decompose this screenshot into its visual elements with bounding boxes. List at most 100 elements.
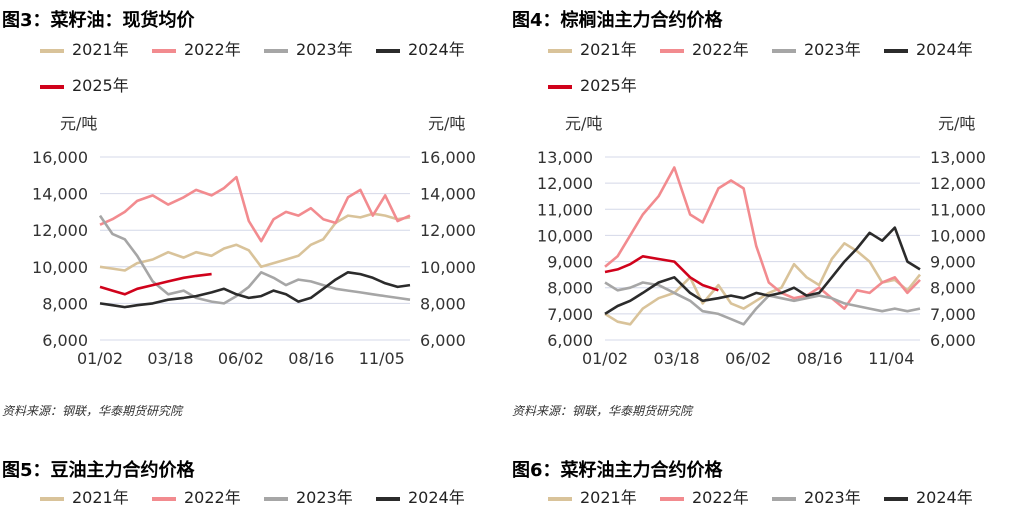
- fig3-chart: 元/吨 元/吨 6,000 6,000 8,000 8,000 10,000 10,000 12…: [32, 114, 476, 368]
- x-tick-label: 08/16: [797, 349, 843, 368]
- fig6-legend: 2021年 2022年 2023年 2024年: [548, 484, 1018, 507]
- y-tick-label-left: 7,000: [547, 305, 593, 324]
- x-tick-label: 11/04: [868, 349, 914, 368]
- legend-label: 2025年: [72, 76, 129, 95]
- series-line-2024年: [99, 271, 411, 309]
- legend-label: 2022年: [184, 40, 241, 59]
- fig3-source: 资料来源：钢联，华泰期货研究院: [2, 404, 183, 418]
- y-tick-label-right: 11,000: [930, 200, 986, 219]
- fig5-legend-2021: 2021年: [40, 484, 129, 508]
- fig3-legend-2023: 2023年: [264, 36, 353, 60]
- legend-swatch: [772, 496, 796, 501]
- legend-swatch: [660, 48, 684, 53]
- legend-swatch: [548, 84, 572, 89]
- series-line-2021年: [604, 242, 922, 326]
- fig3-legend-2021: 2021年: [40, 36, 129, 60]
- legend-swatch: [40, 48, 64, 53]
- fig5-legend-2023: 2023年: [264, 484, 353, 508]
- fig4-legend-2022: 2022年: [660, 36, 749, 60]
- x-tick-label: 01/02: [77, 349, 123, 368]
- x-tick-label: 06/02: [218, 349, 264, 368]
- fig3-title: 图3：菜籽油：现货均价: [2, 10, 195, 31]
- legend-label: 2021年: [72, 488, 129, 507]
- legend-swatch: [884, 48, 908, 53]
- y-tick-label-left: 6,000: [42, 331, 88, 350]
- legend-swatch: [152, 48, 176, 53]
- fig5-legend-2024: 2024年: [376, 484, 465, 508]
- legend-label: 2024年: [916, 40, 973, 59]
- y-tick-label-left: 12,000: [537, 174, 593, 193]
- y-tick-label-right: 9,000: [930, 253, 976, 272]
- fig3-legend: 2021年 2022年 2023年 2024年 2025年: [40, 36, 520, 96]
- legend-label: 2021年: [580, 488, 637, 507]
- legend-label: 2022年: [692, 40, 749, 59]
- legend-label: 2024年: [408, 40, 465, 59]
- legend-label: 2024年: [408, 488, 465, 507]
- y-axis-unit-left: 元/吨: [565, 114, 602, 133]
- y-tick-label-left: 12,000: [32, 221, 88, 240]
- fig6-title: 图6：菜籽油主力合约价格: [512, 460, 723, 481]
- y-tick-label-left: 11,000: [537, 200, 593, 219]
- legend-label: 2021年: [580, 40, 637, 59]
- y-tick-label-left: 16,000: [32, 148, 88, 167]
- legend-swatch: [40, 84, 64, 89]
- fig4-legend-2024: 2024年: [884, 36, 973, 60]
- x-tick-label: 06/02: [725, 349, 771, 368]
- series-line-2025年: [604, 255, 719, 292]
- fig6-legend-2023: 2023年: [772, 484, 861, 508]
- y-tick-label-right: 16,000: [420, 148, 476, 167]
- fig4-legend-2023: 2023年: [772, 36, 861, 60]
- series-line-2024年: [604, 226, 921, 316]
- y-tick-label-left: 8,000: [547, 279, 593, 298]
- legend-swatch: [40, 496, 64, 501]
- x-tick-label: 01/02: [582, 349, 628, 368]
- legend-label: 2023年: [296, 488, 353, 507]
- fig4-legend-2021: 2021年: [548, 36, 637, 60]
- legend-swatch: [660, 496, 684, 501]
- legend-swatch: [376, 48, 400, 53]
- legend-swatch: [264, 48, 288, 53]
- y-tick-label-left: 10,000: [537, 226, 593, 245]
- series-line-2022年: [99, 175, 411, 243]
- fig6-legend-2022: 2022年: [660, 484, 749, 508]
- legend-swatch: [152, 496, 176, 501]
- legend-label: 2023年: [804, 40, 861, 59]
- fig5-legend: 2021年 2022年 2023年 2024年: [40, 484, 520, 507]
- fig3-legend-2025: 2025年: [40, 72, 129, 96]
- y-tick-label-left: 6,000: [547, 331, 593, 350]
- fig4-title: 图4：棕榈油主力合约价格: [512, 10, 723, 31]
- legend-swatch: [264, 496, 288, 501]
- y-tick-label-right: 12,000: [930, 174, 986, 193]
- fig5-title: 图5：豆油主力合约价格: [2, 460, 195, 481]
- y-tick-label-left: 14,000: [32, 185, 88, 204]
- y-tick-label-right: 6,000: [420, 331, 466, 350]
- y-tick-label-right: 10,000: [420, 258, 476, 277]
- x-tick-label: 03/18: [147, 349, 193, 368]
- legend-label: 2023年: [296, 40, 353, 59]
- y-tick-label-right: 13,000: [930, 148, 986, 167]
- y-tick-label-right: 10,000: [930, 226, 986, 245]
- x-tick-label: 08/16: [288, 349, 334, 368]
- fig3-legend-2022: 2022年: [152, 36, 241, 60]
- y-tick-label-right: 12,000: [420, 221, 476, 240]
- fig3-legend-2024: 2024年: [376, 36, 465, 60]
- legend-label: 2022年: [184, 488, 241, 507]
- y-tick-label-right: 6,000: [930, 331, 976, 350]
- fig4-legend-2025: 2025年: [548, 72, 637, 96]
- y-axis-unit-right: 元/吨: [428, 114, 465, 133]
- legend-swatch: [772, 48, 796, 53]
- legend-label: 2025年: [580, 76, 637, 95]
- y-tick-label-left: 13,000: [537, 148, 593, 167]
- y-tick-label-right: 7,000: [930, 305, 976, 324]
- legend-swatch: [548, 48, 572, 53]
- fig6-legend-2021: 2021年: [548, 484, 637, 508]
- x-tick-label: 03/18: [654, 349, 700, 368]
- legend-swatch: [376, 496, 400, 501]
- series-line-2021年: [99, 212, 411, 272]
- legend-label: 2021年: [72, 40, 129, 59]
- fig6-legend-2024: 2024年: [884, 484, 973, 508]
- fig4-source: 资料来源：钢联，华泰期货研究院: [512, 404, 693, 418]
- series-line-2023年: [98, 214, 411, 305]
- legend-label: 2022年: [692, 488, 749, 507]
- y-tick-label-left: 9,000: [547, 253, 593, 272]
